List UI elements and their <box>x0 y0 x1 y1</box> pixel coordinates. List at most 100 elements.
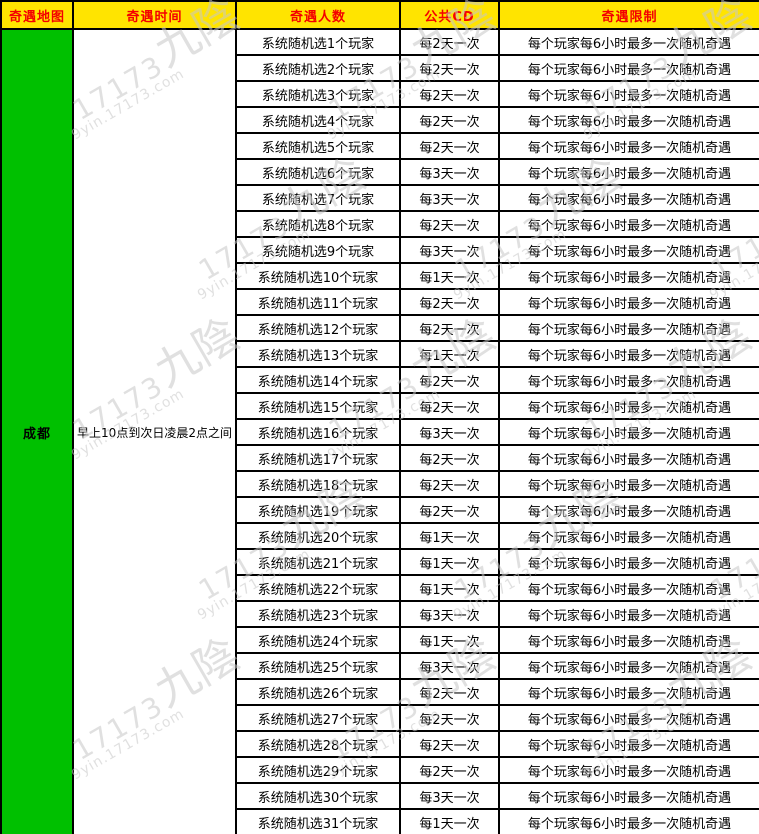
cd-cell: 每1天一次 <box>399 548 500 576</box>
table-row: 系统随机选17个玩家 每2天一次 每个玩家每6小时最多一次随机奇遇 <box>1 444 759 472</box>
limit-cell: 每个玩家每6小时最多一次随机奇遇 <box>498 704 759 732</box>
table-row: 系统随机选21个玩家 每1天一次 每个玩家每6小时最多一次随机奇遇 <box>1 548 759 576</box>
cd-cell: 每2天一次 <box>399 314 500 342</box>
table-row: 系统随机选5个玩家 每2天一次 每个玩家每6小时最多一次随机奇遇 <box>1 132 759 160</box>
limit-cell: 每个玩家每6小时最多一次随机奇遇 <box>498 626 759 654</box>
header-time: 奇遇时间 <box>72 0 237 30</box>
limit-cell: 每个玩家每6小时最多一次随机奇遇 <box>498 730 759 758</box>
header-map: 奇遇地图 <box>0 0 74 30</box>
players-cell: 系统随机选28个玩家 <box>235 730 401 758</box>
limit-cell: 每个玩家每6小时最多一次随机奇遇 <box>498 444 759 472</box>
table-row: 系统随机选2个玩家 每2天一次 每个玩家每6小时最多一次随机奇遇 <box>1 54 759 82</box>
table-row: 系统随机选27个玩家 每2天一次 每个玩家每6小时最多一次随机奇遇 <box>1 704 759 732</box>
cd-cell: 每2天一次 <box>399 470 500 498</box>
table-row: 系统随机选9个玩家 每3天一次 每个玩家每6小时最多一次随机奇遇 <box>1 236 759 264</box>
header-cd: 公共CD <box>399 0 500 30</box>
players-cell: 系统随机选9个玩家 <box>235 236 401 264</box>
players-cell: 系统随机选12个玩家 <box>235 314 401 342</box>
table-row: 系统随机选25个玩家 每3天一次 每个玩家每6小时最多一次随机奇遇 <box>1 652 759 680</box>
limit-cell: 每个玩家每6小时最多一次随机奇遇 <box>498 28 759 56</box>
limit-cell: 每个玩家每6小时最多一次随机奇遇 <box>498 340 759 368</box>
cd-cell: 每2天一次 <box>399 704 500 732</box>
table-row: 系统随机选13个玩家 每1天一次 每个玩家每6小时最多一次随机奇遇 <box>1 340 759 368</box>
players-cell: 系统随机选11个玩家 <box>235 288 401 316</box>
players-cell: 系统随机选26个玩家 <box>235 678 401 706</box>
players-cell: 系统随机选27个玩家 <box>235 704 401 732</box>
cd-cell: 每1天一次 <box>399 522 500 550</box>
players-cell: 系统随机选21个玩家 <box>235 548 401 576</box>
cd-cell: 每1天一次 <box>399 808 500 834</box>
cd-cell: 每2天一次 <box>399 80 500 108</box>
limit-cell: 每个玩家每6小时最多一次随机奇遇 <box>498 132 759 160</box>
table-row: 系统随机选7个玩家 每3天一次 每个玩家每6小时最多一次随机奇遇 <box>1 184 759 212</box>
players-cell: 系统随机选15个玩家 <box>235 392 401 420</box>
players-cell: 系统随机选20个玩家 <box>235 522 401 550</box>
table-row: 系统随机选20个玩家 每1天一次 每个玩家每6小时最多一次随机奇遇 <box>1 522 759 550</box>
table-row: 系统随机选18个玩家 每2天一次 每个玩家每6小时最多一次随机奇遇 <box>1 470 759 498</box>
header-players: 奇遇人数 <box>235 0 401 30</box>
players-cell: 系统随机选16个玩家 <box>235 418 401 446</box>
table-row: 系统随机选14个玩家 每2天一次 每个玩家每6小时最多一次随机奇遇 <box>1 366 759 394</box>
players-cell: 系统随机选23个玩家 <box>235 600 401 628</box>
players-cell: 系统随机选4个玩家 <box>235 106 401 134</box>
cd-cell: 每3天一次 <box>399 236 500 264</box>
cd-cell: 每2天一次 <box>399 106 500 134</box>
table-row: 系统随机选10个玩家 每1天一次 每个玩家每6小时最多一次随机奇遇 <box>1 262 759 290</box>
cd-cell: 每2天一次 <box>399 366 500 394</box>
table-row: 系统随机选22个玩家 每1天一次 每个玩家每6小时最多一次随机奇遇 <box>1 574 759 602</box>
players-cell: 系统随机选30个玩家 <box>235 782 401 810</box>
table-row: 系统随机选23个玩家 每3天一次 每个玩家每6小时最多一次随机奇遇 <box>1 600 759 628</box>
cd-cell: 每2天一次 <box>399 756 500 784</box>
cd-cell: 每2天一次 <box>399 392 500 420</box>
limit-cell: 每个玩家每6小时最多一次随机奇遇 <box>498 808 759 834</box>
cd-cell: 每1天一次 <box>399 340 500 368</box>
table-row: 系统随机选3个玩家 每2天一次 每个玩家每6小时最多一次随机奇遇 <box>1 80 759 108</box>
limit-cell: 每个玩家每6小时最多一次随机奇遇 <box>498 236 759 264</box>
players-cell: 系统随机选17个玩家 <box>235 444 401 472</box>
limit-cell: 每个玩家每6小时最多一次随机奇遇 <box>498 756 759 784</box>
cd-cell: 每2天一次 <box>399 678 500 706</box>
limit-cell: 每个玩家每6小时最多一次随机奇遇 <box>498 184 759 212</box>
map-cell: 成都 <box>0 28 74 834</box>
limit-cell: 每个玩家每6小时最多一次随机奇遇 <box>498 496 759 524</box>
cd-cell: 每3天一次 <box>399 600 500 628</box>
players-cell: 系统随机选25个玩家 <box>235 652 401 680</box>
limit-cell: 每个玩家每6小时最多一次随机奇遇 <box>498 106 759 134</box>
cd-cell: 每2天一次 <box>399 210 500 238</box>
table-row: 系统随机选16个玩家 每3天一次 每个玩家每6小时最多一次随机奇遇 <box>1 418 759 446</box>
table-row: 系统随机选11个玩家 每2天一次 每个玩家每6小时最多一次随机奇遇 <box>1 288 759 316</box>
table-row: 系统随机选8个玩家 每2天一次 每个玩家每6小时最多一次随机奇遇 <box>1 210 759 238</box>
limit-cell: 每个玩家每6小时最多一次随机奇遇 <box>498 210 759 238</box>
table-row: 系统随机选31个玩家 每1天一次 每个玩家每6小时最多一次随机奇遇 <box>1 808 759 834</box>
limit-cell: 每个玩家每6小时最多一次随机奇遇 <box>498 366 759 394</box>
cd-cell: 每3天一次 <box>399 184 500 212</box>
players-cell: 系统随机选31个玩家 <box>235 808 401 834</box>
limit-cell: 每个玩家每6小时最多一次随机奇遇 <box>498 470 759 498</box>
players-cell: 系统随机选7个玩家 <box>235 184 401 212</box>
cd-cell: 每3天一次 <box>399 652 500 680</box>
limit-cell: 每个玩家每6小时最多一次随机奇遇 <box>498 262 759 290</box>
table-row: 系统随机选6个玩家 每3天一次 每个玩家每6小时最多一次随机奇遇 <box>1 158 759 186</box>
players-cell: 系统随机选5个玩家 <box>235 132 401 160</box>
limit-cell: 每个玩家每6小时最多一次随机奇遇 <box>498 678 759 706</box>
limit-cell: 每个玩家每6小时最多一次随机奇遇 <box>498 80 759 108</box>
cd-cell: 每2天一次 <box>399 730 500 758</box>
limit-cell: 每个玩家每6小时最多一次随机奇遇 <box>498 548 759 576</box>
limit-cell: 每个玩家每6小时最多一次随机奇遇 <box>498 158 759 186</box>
limit-cell: 每个玩家每6小时最多一次随机奇遇 <box>498 392 759 420</box>
table-row: 系统随机选30个玩家 每3天一次 每个玩家每6小时最多一次随机奇遇 <box>1 782 759 810</box>
header-row: 奇遇地图 奇遇时间 奇遇人数 公共CD 奇遇限制 <box>0 0 759 30</box>
table-row: 系统随机选15个玩家 每2天一次 每个玩家每6小时最多一次随机奇遇 <box>1 392 759 420</box>
cd-cell: 每1天一次 <box>399 626 500 654</box>
cd-cell: 每1天一次 <box>399 574 500 602</box>
players-cell: 系统随机选18个玩家 <box>235 470 401 498</box>
table-row: 系统随机选26个玩家 每2天一次 每个玩家每6小时最多一次随机奇遇 <box>1 678 759 706</box>
table-row: 系统随机选28个玩家 每2天一次 每个玩家每6小时最多一次随机奇遇 <box>1 730 759 758</box>
players-cell: 系统随机选22个玩家 <box>235 574 401 602</box>
table-row: 系统随机选24个玩家 每1天一次 每个玩家每6小时最多一次随机奇遇 <box>1 626 759 654</box>
header-limit: 奇遇限制 <box>498 0 759 30</box>
cd-cell: 每3天一次 <box>399 158 500 186</box>
cd-cell: 每3天一次 <box>399 782 500 810</box>
